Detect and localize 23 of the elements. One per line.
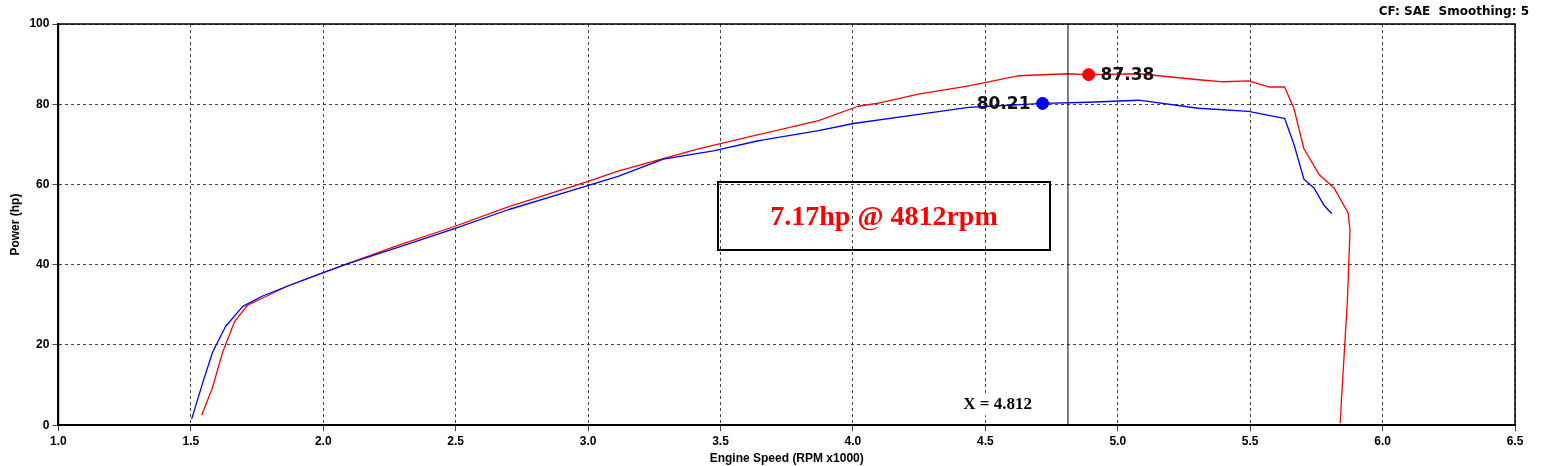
x-tick-label: 4.5 <box>976 433 994 448</box>
x-tick-label: 6.5 <box>1506 433 1524 448</box>
y-axis-title: Power (hp) <box>7 193 22 256</box>
y-tick-label: 20 <box>36 337 50 352</box>
y-tick-label: 0 <box>42 417 50 432</box>
x-tick-label: 4.0 <box>844 433 862 448</box>
x-tick-label: 6.0 <box>1374 433 1392 448</box>
x-tick-label: 1.5 <box>182 433 200 448</box>
y-tick-label: 80 <box>36 96 50 111</box>
x-tick-label: 3.5 <box>712 433 730 448</box>
x-tick-label: 5.5 <box>1241 433 1259 448</box>
x-tick-label: 2.0 <box>314 433 332 448</box>
y-tick-label: 40 <box>36 257 50 272</box>
x-tick-label: 1.0 <box>50 433 68 448</box>
annotation: 7.17hp @ 4812rpm <box>717 181 1051 251</box>
x-tick-label: 3.0 <box>579 433 597 448</box>
ref-line-label: X = 4.812 <box>963 394 1032 414</box>
y-tick-label: 100 <box>29 16 50 31</box>
text: CF: SAE Smoothing: 5 <box>1378 4 1529 18</box>
y-tick-label: 60 <box>36 176 50 191</box>
x-axis-title: Engine Speed (RPM x1000) <box>709 451 864 466</box>
x-tick-label: 5.0 <box>1109 433 1127 448</box>
x-tick-label: 2.5 <box>447 433 465 448</box>
